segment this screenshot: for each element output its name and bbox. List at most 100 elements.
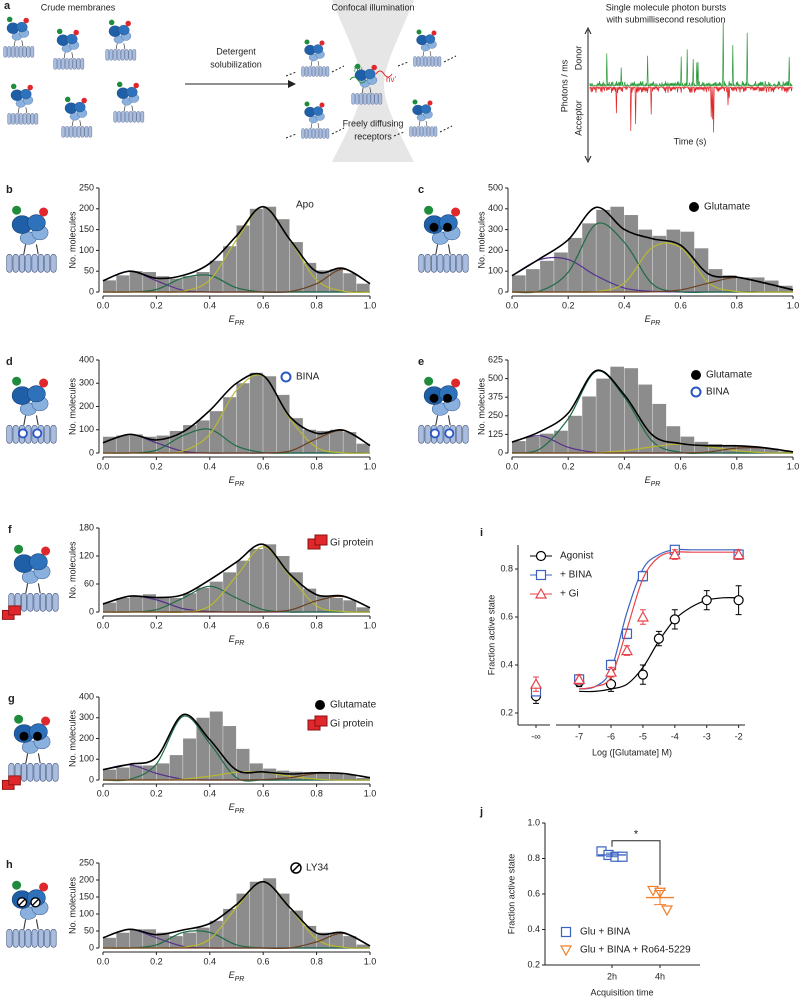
receptor-icon <box>6 880 57 948</box>
receptor <box>8 714 59 782</box>
histogram-bar <box>540 260 554 292</box>
x-tick-label: 0.4 <box>204 620 217 630</box>
point <box>535 550 547 562</box>
caption: receptors <box>354 131 392 141</box>
x-tick-label: 0.2 <box>562 300 575 310</box>
point <box>605 679 617 690</box>
x-axis-title: EPR <box>229 970 245 982</box>
histogram-bar <box>183 276 197 292</box>
axis-title: Time (s) <box>674 136 707 146</box>
histogram-bar <box>169 755 183 780</box>
y-tick-label: 200 <box>488 245 503 255</box>
receptor-icon <box>6 205 57 273</box>
y-tick-label: 120 <box>79 550 94 560</box>
ligand <box>444 428 455 439</box>
histogram-bar <box>223 726 237 780</box>
histogram-bar <box>512 441 526 453</box>
receptor <box>6 376 57 444</box>
y-tick-label: 200 <box>79 874 94 884</box>
receptor <box>413 29 442 67</box>
x-tick-label: 0.2 <box>150 300 163 310</box>
y-tick-label: 1.0 <box>527 817 540 827</box>
motion-line <box>285 71 297 77</box>
component-curve <box>512 447 794 454</box>
x-tick-label: 0.0 <box>97 620 110 630</box>
y-tick-label: 0.2 <box>500 707 513 717</box>
histogram-bar <box>568 237 582 292</box>
panel-label: e <box>418 356 424 368</box>
histogram-bar <box>343 432 357 453</box>
histogram-bar <box>356 443 370 453</box>
receptor-icon <box>1 544 59 620</box>
x-axis-title-main: E <box>229 314 236 324</box>
legend-marker <box>315 700 325 710</box>
x-axis-title: EPR <box>229 802 245 814</box>
receptor <box>6 880 57 948</box>
y-tick-label: 300 <box>79 712 94 722</box>
legend-marker <box>314 534 328 546</box>
x-tick-label: 2h <box>607 971 617 981</box>
histogram-bar <box>329 598 343 612</box>
y-tick-label: 100 <box>79 424 94 434</box>
x-axis-title-main: E <box>645 314 652 324</box>
y-tick-label: 0 <box>89 942 94 952</box>
receptor <box>105 19 137 61</box>
histogram-bar <box>329 269 343 292</box>
fit-curve <box>102 880 371 947</box>
x-tick-label: -4 <box>671 731 679 741</box>
x-tick-label: 0.2 <box>150 956 163 966</box>
x-tick-label: 0.8 <box>310 461 323 471</box>
histogram-bar <box>183 593 197 612</box>
receptor <box>418 376 469 444</box>
acceptor-trace <box>589 85 793 133</box>
component-curve <box>102 585 370 613</box>
legend-marker <box>314 715 328 727</box>
histogram-bar <box>526 269 540 292</box>
x-tick-label: 0.6 <box>257 788 270 798</box>
axis-title: Photons / ms <box>559 59 569 112</box>
fit-curve <box>102 372 371 447</box>
x-tick-label: 0.4 <box>204 788 217 798</box>
histogram-bar <box>263 544 277 612</box>
y-tick-label: 625 <box>488 354 503 364</box>
component-curve <box>102 428 370 454</box>
histogram-bar <box>183 738 197 780</box>
legend-marker <box>280 371 292 383</box>
histogram-bar <box>736 445 751 453</box>
caption: Single molecule photon bursts <box>606 2 727 12</box>
x-axis-title-sub: PR <box>235 481 245 488</box>
x-axis-title-sub: PR <box>651 481 661 488</box>
axis-arrow <box>584 155 592 164</box>
panel-label: b <box>6 184 13 196</box>
legend-label: + BINA <box>560 570 592 581</box>
histogram-bar <box>736 277 751 292</box>
histogram-bar <box>708 444 723 453</box>
photon-label: hν <box>354 65 362 74</box>
y-axis-title: Fraction active state <box>486 595 496 676</box>
y-tick-label: 60 <box>84 578 94 588</box>
legend-marker <box>690 386 702 398</box>
receptor-icon <box>418 205 469 273</box>
component-curve <box>102 930 370 949</box>
panel-label: a <box>4 0 11 12</box>
x-tick-label: 4h <box>655 971 665 981</box>
component-curve <box>103 595 371 613</box>
error-bar <box>654 889 666 906</box>
histogram-bar <box>722 275 737 292</box>
panel-a: a Crude membranes Detergent solubilizati… <box>4 0 727 160</box>
legend-label: Agonist <box>560 551 594 562</box>
x-tick-label: -7 <box>575 731 583 741</box>
point <box>668 548 681 560</box>
legend-marker <box>689 202 699 212</box>
histogram-bar <box>316 430 330 453</box>
x-axis-title-sub: PR <box>235 976 245 983</box>
x-axis-title: EPR <box>229 475 245 487</box>
axis-title: Acceptor <box>573 100 583 136</box>
x-tick-label: 0.6 <box>257 461 270 471</box>
caption: with submillisecond resolution <box>605 14 725 24</box>
histogram-bar <box>236 748 250 780</box>
x-tick-label: 0.4 <box>204 461 217 471</box>
x-axis-title-sub: PR <box>235 640 245 647</box>
y-tick-label: 0 <box>89 447 94 457</box>
caption: Confocal illumination <box>331 2 414 12</box>
